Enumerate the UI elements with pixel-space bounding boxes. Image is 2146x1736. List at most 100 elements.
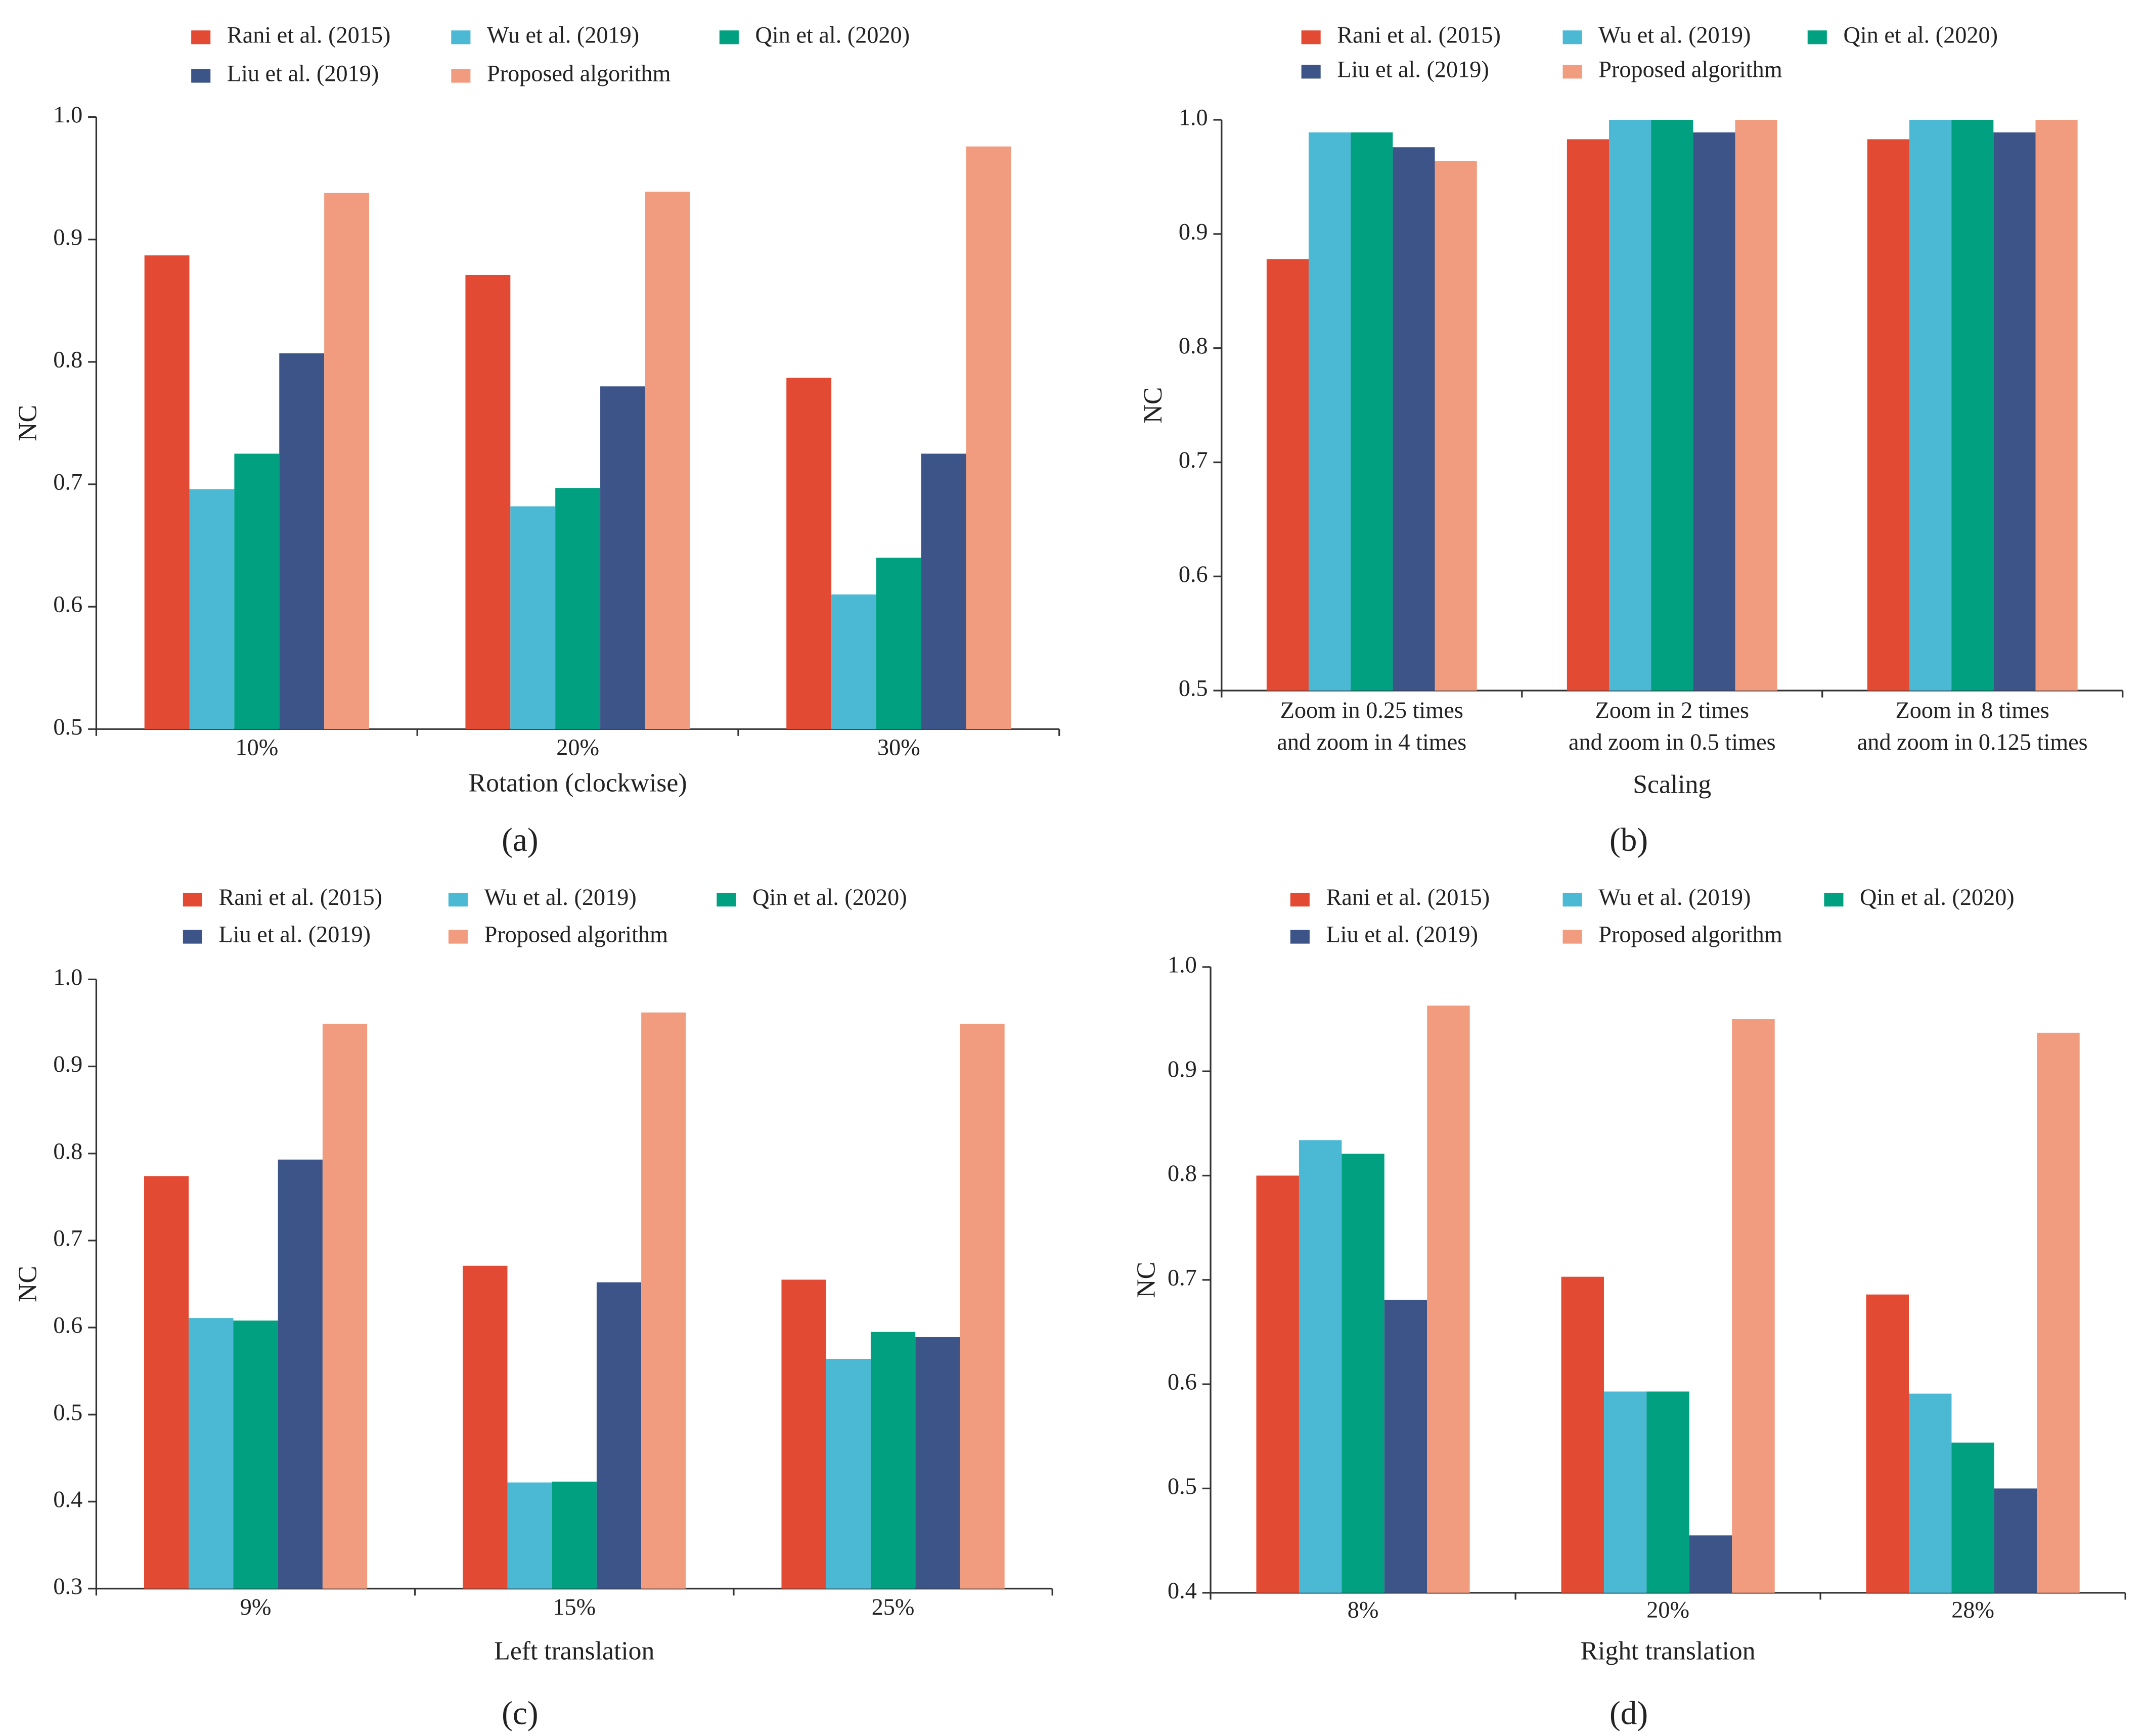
x-tick-label: 28% <box>1951 1597 1994 1623</box>
bar <box>786 378 832 729</box>
x-tick-label: 25% <box>872 1594 915 1620</box>
legend-swatch <box>451 30 471 44</box>
legend-label: Rani et al. (2015) <box>1326 885 1490 910</box>
legend-swatch <box>1562 65 1582 79</box>
bar <box>2037 1032 2080 1593</box>
y-tick-label: 0.6 <box>53 592 82 618</box>
bar <box>915 1337 960 1589</box>
bar <box>1909 1393 1952 1593</box>
bar <box>552 1481 597 1589</box>
y-tick-label: 0.8 <box>53 1138 82 1164</box>
bar <box>1693 132 1735 691</box>
bar <box>1867 139 1910 691</box>
bar <box>1994 1488 2037 1593</box>
bar <box>1651 120 1693 691</box>
y-tick-label: 0.6 <box>53 1313 82 1339</box>
y-tick-label: 1.0 <box>1179 105 1208 131</box>
legend-swatch <box>1562 892 1582 907</box>
x-tick-label: Zoom in 8 times <box>1896 698 2049 723</box>
x-tick-label: and zoom in 0.125 times <box>1857 729 2088 755</box>
bar <box>966 146 1011 729</box>
bar <box>463 1265 508 1589</box>
y-tick-label: 0.7 <box>53 470 82 495</box>
y-tick-label: 0.9 <box>1168 1057 1197 1082</box>
bar <box>1299 1140 1342 1593</box>
bar <box>826 1359 871 1589</box>
legend-swatch <box>1562 30 1582 44</box>
y-tick-label: 0.5 <box>1168 1474 1197 1499</box>
bar <box>233 1320 278 1589</box>
bar <box>1735 120 1777 691</box>
legend-label: Liu et al. (2019) <box>227 61 379 87</box>
panel-label: (c) <box>502 1696 538 1732</box>
bar <box>876 558 921 729</box>
bar <box>596 1282 642 1589</box>
panel-label: (b) <box>1610 822 1648 858</box>
bar <box>144 255 190 729</box>
y-tick-label: 0.9 <box>53 224 82 250</box>
bar <box>465 275 511 729</box>
y-tick-label: 0.3 <box>53 1574 82 1600</box>
y-tick-label: 0.8 <box>1179 333 1208 359</box>
bar <box>1309 132 1351 691</box>
legend-swatch <box>191 30 211 44</box>
legend-swatch <box>448 930 468 944</box>
legend-swatch <box>191 69 211 83</box>
bar <box>781 1280 826 1589</box>
legend-label: Rani et al. (2015) <box>1337 22 1501 48</box>
legend-swatch <box>183 892 202 907</box>
bar <box>1427 1006 1470 1593</box>
y-axis-label: NC <box>1132 1262 1160 1298</box>
legend-label: Rani et al. (2015) <box>227 22 391 48</box>
y-tick-label: 1.0 <box>53 965 82 990</box>
legend-swatch <box>717 892 736 907</box>
bar <box>324 193 370 729</box>
bar <box>189 1318 234 1589</box>
bar <box>600 386 645 729</box>
bar <box>1603 1391 1647 1593</box>
x-tick-label: Zoom in 2 times <box>1595 698 1749 723</box>
legend-label: Proposed algorithm <box>484 922 668 948</box>
y-tick-label: 0.8 <box>53 347 82 373</box>
legend-label: Qin et al. (2020) <box>755 22 910 48</box>
legend-label: Liu et al. (2019) <box>1326 922 1478 948</box>
y-tick-label: 0.4 <box>1168 1578 1197 1604</box>
y-tick-label: 0.5 <box>1179 676 1208 702</box>
legend-swatch <box>1562 930 1582 944</box>
y-tick-label: 0.7 <box>1168 1265 1197 1291</box>
legend-label: Qin et al. (2020) <box>1860 885 2015 910</box>
panel-label: (a) <box>502 822 538 858</box>
legend-swatch <box>1807 30 1827 44</box>
x-tick-label: 20% <box>556 735 599 761</box>
bar <box>1266 259 1309 691</box>
bar <box>507 1482 552 1589</box>
legend-swatch <box>1290 930 1310 944</box>
legend-label: Wu et al. (2019) <box>1598 885 1751 910</box>
legend-label: Proposed algorithm <box>487 61 670 87</box>
legend-label: Rani et al. (2015) <box>219 885 383 910</box>
panel-label: (d) <box>1610 1696 1648 1732</box>
legend-swatch <box>1290 892 1310 907</box>
x-tick-label: 10% <box>235 735 278 761</box>
x-tick-label: and zoom in 4 times <box>1277 729 1466 755</box>
legend-label: Liu et al. (2019) <box>219 922 371 948</box>
bar <box>1951 1442 1994 1593</box>
bar <box>234 453 280 729</box>
bar <box>555 488 601 729</box>
legend-label: Proposed algorithm <box>1598 922 1782 948</box>
bar <box>1951 120 1994 691</box>
legend-label: Liu et al. (2019) <box>1337 57 1489 82</box>
x-tick-label: 30% <box>877 735 920 761</box>
bar <box>322 1024 368 1589</box>
legend-label: Qin et al. (2020) <box>1843 22 1998 48</box>
y-tick-label: 0.9 <box>1179 219 1208 245</box>
x-axis-label: Left translation <box>494 1636 654 1665</box>
y-tick-label: 1.0 <box>1168 952 1197 978</box>
y-tick-label: 0.6 <box>1179 562 1208 587</box>
x-axis-label: Rotation (clockwise) <box>469 769 687 798</box>
bar <box>144 1176 189 1589</box>
bar <box>870 1332 916 1589</box>
legend-swatch <box>448 892 468 907</box>
x-tick-label: 9% <box>240 1594 272 1620</box>
